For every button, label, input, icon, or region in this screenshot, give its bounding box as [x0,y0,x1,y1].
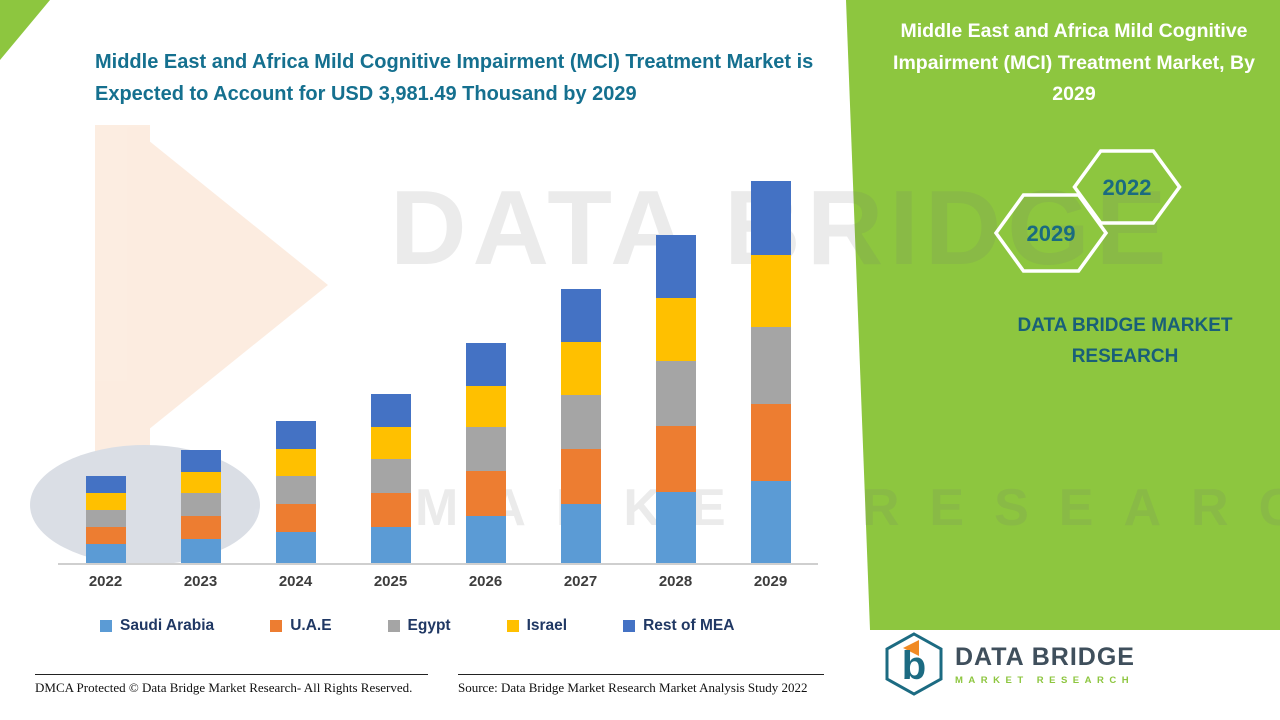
legend-swatch [506,620,519,632]
bar-segment-u-a-e [180,516,221,539]
bar-segment-egypt [370,459,411,493]
bar-segment-u-a-e [750,403,791,481]
bar-segment-israel [465,385,506,428]
bar-column-2029 [723,135,818,563]
legend-label: U.A.E [290,617,332,634]
bar-segment-egypt [180,493,221,517]
x-axis-label-2023: 2023 [183,573,218,590]
dbmr-logo-subtext: MARKET RESEARCH [955,674,1135,686]
watermark-logo-bar [95,125,150,525]
side-panel-brand-line2: RESEARCH [1071,346,1179,368]
x-axis-label-2029: 2029 [753,573,788,590]
legend-item-u-a-e: U.A.E [270,617,332,635]
dbmr-logo-hexagon-icon: b [885,632,943,696]
x-axis-label-2022: 2022 [88,573,123,590]
footer-dmca-text: DMCA Protected © Data Bridge Market Rese… [35,674,428,696]
bar-segment-saudi-arabia [85,544,126,563]
hexagon-2029-label: 2029 [1027,221,1076,246]
svg-text:b: b [902,644,926,688]
bar-segment-egypt [655,360,696,427]
bar-segment-u-a-e [85,527,126,545]
legend-label: Rest of MEA [643,617,735,634]
bar-segment-egypt [750,327,791,404]
bar-segment-saudi-arabia [275,532,316,563]
bar-segment-rest-of-mea [560,289,601,343]
watermark-logo [30,115,350,575]
stacked-bar-chart [58,135,818,565]
bar-column-2028 [628,135,723,563]
x-axis-label-2028: 2028 [658,573,693,590]
hexagon-2029 [993,193,1109,273]
bar-segment-israel [560,342,601,395]
legend-item-israel: Israel [506,617,568,635]
bar-segment-israel [275,448,316,476]
bar-segment-saudi-arabia [370,526,411,563]
bar-segment-israel [750,254,791,327]
hexagon-2022 [1072,149,1182,225]
bar-segment-rest-of-mea [180,450,221,472]
x-axis-label-2027: 2027 [563,573,598,590]
side-panel-title: Middle East and Africa Mild Cognitive Im… [893,20,1255,106]
bar-segment-u-a-e [370,492,411,527]
bar-segment-rest-of-mea [750,181,791,255]
bar-column-2025 [343,135,438,563]
legend-swatch [387,620,400,632]
side-panel-brand: DATA BRIDGE MARKET RESEARCH [975,310,1275,373]
x-axis-label-2026: 2026 [468,573,503,590]
bar-segment-saudi-arabia [655,492,696,563]
bar-segment-israel [655,298,696,361]
bar-column-2023 [153,135,248,563]
bar-column-2027 [533,135,628,563]
bar-segment-u-a-e [560,449,601,504]
legend-label: Saudi Arabia [120,617,215,634]
bar-column-2026 [438,135,533,563]
bar-segment-rest-of-mea [85,476,126,493]
bar-segment-egypt [560,394,601,450]
legend-swatch [623,620,636,632]
bar-segment-israel [180,471,221,494]
legend-item-egypt: Egypt [387,617,451,635]
bar-segment-rest-of-mea [275,421,316,449]
footer-source-text: Source: Data Bridge Market Research Mark… [458,674,824,696]
chart-legend: Saudi Arabia U.A.E Egypt Israel Rest of MEA [100,617,734,635]
bar-segment-israel [370,427,411,460]
bar-segment-rest-of-mea [370,394,411,428]
bar-segment-egypt [85,509,126,528]
bar-segment-u-a-e [275,504,316,533]
x-axis-label-2024: 2024 [278,573,313,590]
hexagon-2022-label: 2022 [1103,175,1152,200]
dbmr-logo: b DATA BRIDGE MARKET RESEARCH [885,632,1135,696]
legend-label: Israel [526,617,568,634]
corner-accent [0,0,50,60]
bar-segment-saudi-arabia [560,504,601,563]
side-panel-brand-line1: DATA BRIDGE MARKET [1017,315,1233,336]
bar-segment-u-a-e [655,426,696,493]
dbmr-logo-text: DATA BRIDGE MARKET RESEARCH [955,643,1135,686]
legend-label: Egypt [407,617,451,634]
bar-column-2024 [248,135,343,563]
bar-segment-u-a-e [465,471,506,516]
bar-column-2022 [58,135,153,563]
legend-item-rest-of-mea: Rest of MEA [623,617,734,635]
chart-title: Middle East and Africa Mild Cognitive Im… [95,51,814,105]
bar-segment-israel [85,492,126,510]
bar-segment-saudi-arabia [465,515,506,563]
year-hexagons: 2022 2029 [993,149,1182,273]
bar-segment-egypt [465,427,506,472]
legend-swatch [100,620,112,632]
dbmr-logo-name: DATA BRIDGE [955,642,1135,671]
bar-segment-rest-of-mea [465,343,506,386]
bar-segment-saudi-arabia [180,538,221,563]
legend-swatch [270,620,283,632]
bar-segment-rest-of-mea [655,235,696,299]
watermark-logo-ellipse [30,445,260,565]
bar-segment-saudi-arabia [750,480,791,563]
x-axis-label-2025: 2025 [373,573,408,590]
x-axis-labels: 2022 2023 2024 2025 2026 2027 2028 2029 [58,573,818,590]
legend-item-saudi-arabia: Saudi Arabia [100,617,214,635]
watermark-text-line2: MARKET RESEARCH [415,479,1280,537]
bar-segment-egypt [275,475,316,505]
